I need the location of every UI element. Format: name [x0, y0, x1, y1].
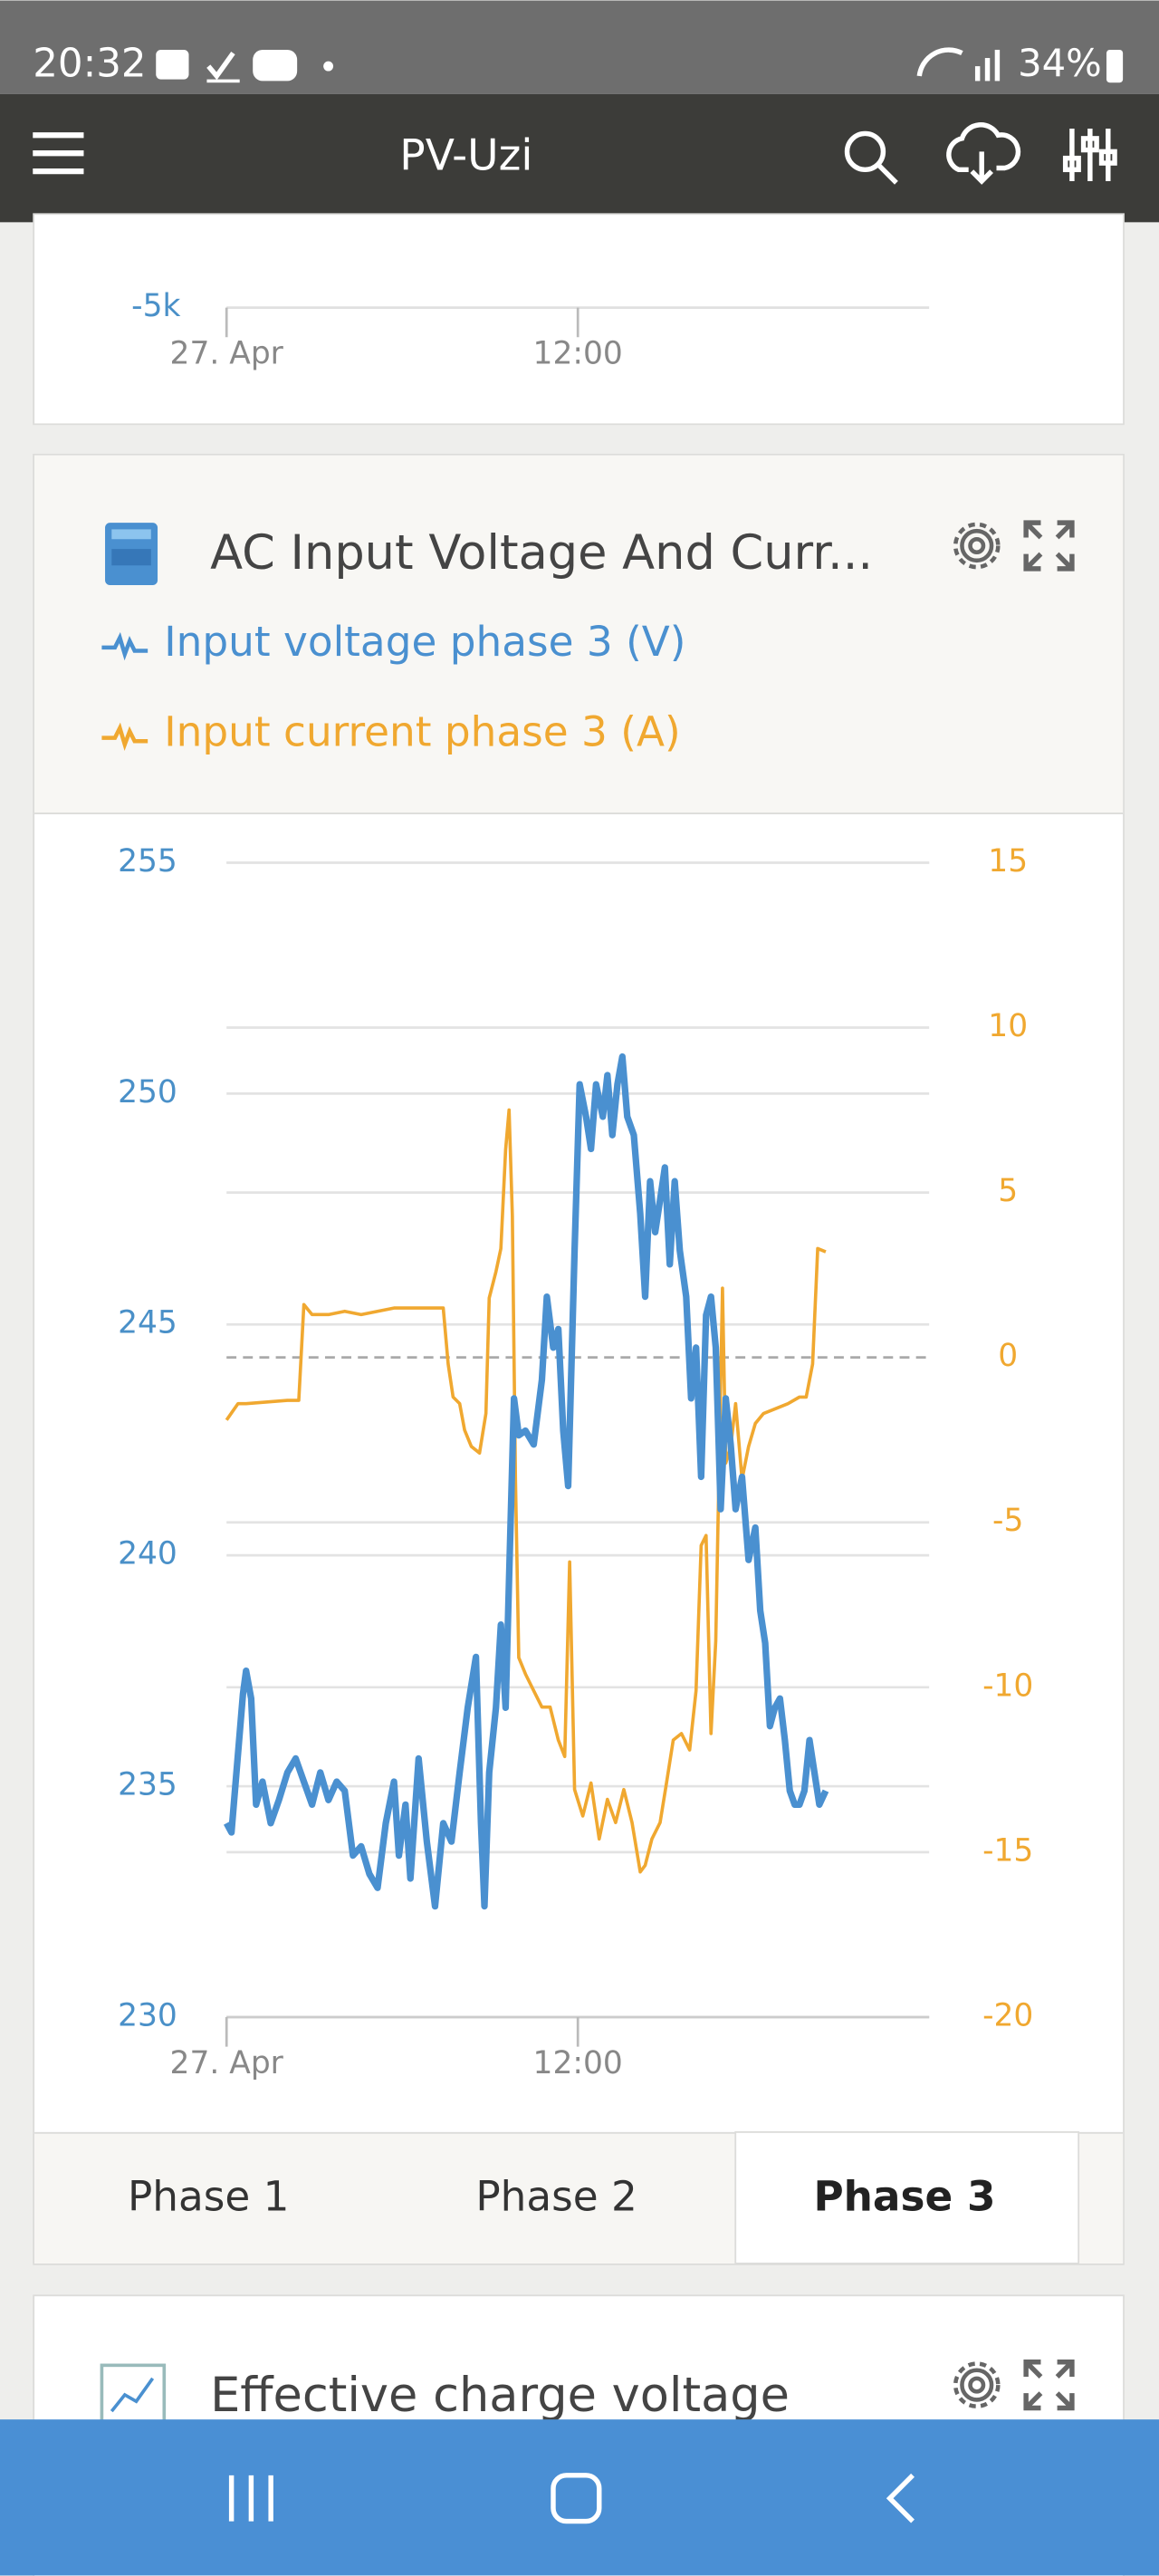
tab-label[interactable]: Phase 3 — [813, 2173, 995, 2221]
card-header — [34, 455, 1124, 814]
y2-tick-label: -20 — [982, 1997, 1033, 2033]
y-tick-label: 235 — [118, 1767, 177, 1803]
tabs: Phase 1 Phase 2 Phase 3 — [128, 2130, 1080, 2264]
y-tick-label: 255 — [118, 843, 177, 879]
y-tick-label: 245 — [118, 1305, 177, 1341]
home-button[interactable] — [551, 2473, 602, 2524]
search-button[interactable] — [844, 130, 898, 185]
x-tick-label: 12:00 — [533, 336, 623, 372]
battery-level: 34% — [1018, 41, 1102, 85]
status-bar — [0, 0, 1159, 94]
app-bar — [0, 93, 1159, 223]
card-title: AC Input Voltage And Curr... — [210, 525, 873, 581]
gear-button[interactable] — [953, 2361, 1001, 2408]
y-tick-label: -5k — [131, 288, 180, 324]
status-icons — [156, 47, 1124, 83]
nav-bar — [0, 2419, 1159, 2576]
x-tick-label: 27. Apr — [170, 336, 284, 372]
y-tick-label: 240 — [118, 1536, 177, 1572]
y-tick-label: 250 — [118, 1074, 177, 1110]
recent-apps-button[interactable] — [228, 2475, 273, 2522]
card-title: Effective charge voltage — [210, 2368, 790, 2423]
tab-label[interactable]: Phase 2 — [475, 2173, 637, 2221]
y-tick-label: 230 — [118, 1997, 177, 2033]
chart-icon — [100, 2363, 167, 2427]
app-title: PV-Uzi — [399, 131, 532, 181]
settings-button[interactable] — [1062, 128, 1117, 182]
y2-tick-label: 15 — [988, 843, 1028, 879]
x-tick-label: 12:00 — [533, 2045, 623, 2081]
y2-tick-label: 5 — [998, 1173, 1018, 1209]
legend-label[interactable]: Input voltage phase 3 (V) — [164, 618, 685, 666]
back-button[interactable] — [886, 2473, 915, 2523]
y2-tick-label: -15 — [982, 1832, 1033, 1869]
y2-tick-label: -10 — [982, 1668, 1033, 1704]
tab-label[interactable]: Phase 1 — [128, 2173, 290, 2221]
y2-tick-label: 10 — [988, 1008, 1028, 1044]
legend-icon — [101, 631, 148, 661]
cloud-button[interactable] — [946, 122, 1021, 185]
gear-button[interactable] — [953, 522, 1001, 570]
chart: 230 235 240 245 250 255 -20 -15 -10 -5 0 5 10 15 27. A… — [118, 843, 1033, 2081]
clock: 20:32 — [33, 42, 146, 87]
mini-axis: -5k 27. Apr 12:00 — [131, 288, 930, 372]
series-line — [224, 1053, 829, 1910]
y2-tick-label: -5 — [992, 1503, 1023, 1539]
y2-tick-label: 0 — [998, 1338, 1018, 1374]
device-icon — [105, 523, 158, 586]
active-tab — [734, 2130, 1080, 2264]
legend-label[interactable]: Input current phase 3 (A) — [164, 708, 680, 756]
legend-icon — [101, 722, 148, 751]
x-tick-label: 27. Apr — [170, 2045, 284, 2081]
expand-button[interactable] — [1023, 520, 1075, 572]
expand-button[interactable] — [1023, 2360, 1075, 2411]
menu-button[interactable] — [33, 132, 84, 175]
